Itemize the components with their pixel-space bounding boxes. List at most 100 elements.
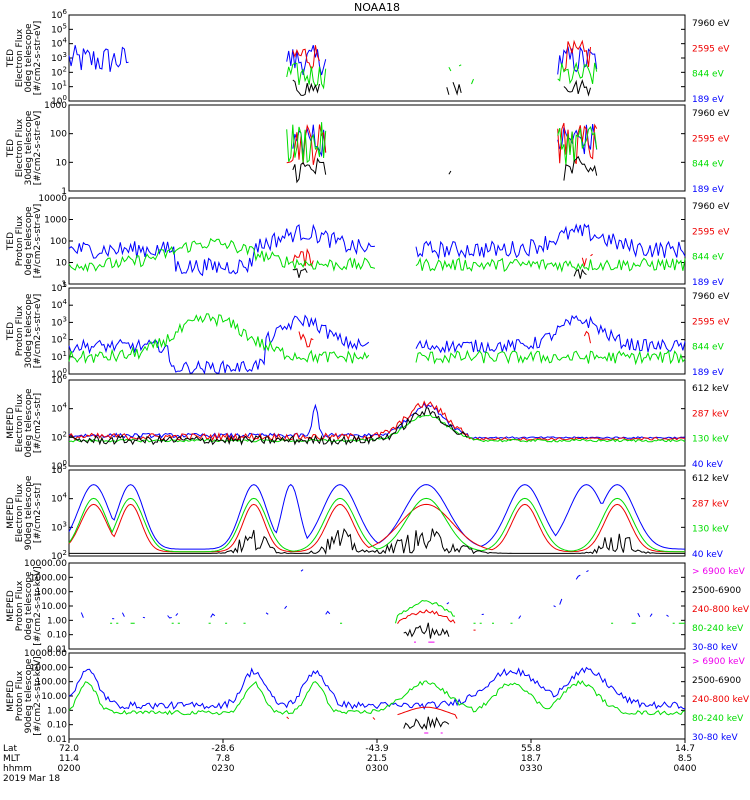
series-7960-ev-trace bbox=[68, 314, 686, 375]
y-axis-label: MEPEDElectron Flux0deg telescope[#/cm2-s… bbox=[6, 388, 43, 458]
legend-entry: 40 keV bbox=[692, 460, 724, 470]
series-2500-6900-trace bbox=[398, 610, 659, 630]
legend-entry: 844 eV bbox=[692, 70, 725, 80]
plot-frame bbox=[68, 197, 686, 285]
legend-entry: 844 eV bbox=[692, 160, 725, 170]
y-tick-label: 104 bbox=[51, 298, 67, 311]
x-tick-label-lat: -43.9 bbox=[365, 744, 389, 754]
series-2595-ev-trace bbox=[298, 330, 591, 348]
y-axis-label: TEDProton Flux0deg telescope[#/cm2-s-str… bbox=[6, 204, 43, 279]
series-2595-ev-trace bbox=[292, 39, 591, 72]
legend-entry: 130 keV bbox=[692, 435, 729, 445]
y-axis-label: MEPEDProton Flux0deg telescope[#/cm2-s-s… bbox=[6, 566, 43, 645]
series-189-ev-trace bbox=[292, 267, 587, 279]
y-tick-label: 100.00 bbox=[36, 678, 68, 688]
legend-entry: > 6900 keV bbox=[692, 657, 746, 667]
y-tick-label: 104 bbox=[51, 37, 67, 50]
y-axis-label: TEDElectron Flux30deg telescope[#/cm2-s-… bbox=[6, 110, 43, 185]
legend-entry: 2500-6900 bbox=[692, 676, 741, 686]
y-tick-label: 10.00 bbox=[41, 692, 67, 702]
panel-7: 10000.00 1000.00 100.00 10.00 1.00 0.10 0.01 ME… bbox=[6, 559, 750, 655]
legend-entry: 130 keV bbox=[692, 525, 729, 535]
y-tick-label: 106 bbox=[51, 8, 67, 21]
series-40-kev-trace bbox=[69, 528, 685, 556]
y-tick-label: 1000 bbox=[44, 101, 67, 111]
plot-frame bbox=[68, 379, 686, 467]
x-tick-label-hhmm: 0330 bbox=[520, 764, 543, 774]
legend-entry: 612 keV bbox=[692, 474, 729, 484]
y-tick-label: 1000.00 bbox=[30, 573, 67, 583]
y-tick-label: 100.00 bbox=[36, 588, 68, 598]
y-tick-label: 102 bbox=[51, 333, 67, 346]
x-row-label: hhmm bbox=[3, 764, 32, 774]
x-tick-label-mlt: 7.8 bbox=[216, 754, 231, 764]
y-tick-label: 1.00 bbox=[47, 616, 67, 626]
x-tick-label-lat: 72.0 bbox=[59, 744, 79, 754]
series-240-800-kev-trace bbox=[110, 599, 685, 624]
x-tick-label-mlt: 18.7 bbox=[521, 754, 541, 764]
y-tick-label: 103 bbox=[51, 51, 67, 64]
series-2595-ev-trace bbox=[293, 250, 597, 266]
x-tick-label-lat: -28.6 bbox=[211, 744, 235, 754]
y-tick-label: 10 bbox=[56, 158, 68, 168]
legend-entry: 2595 eV bbox=[692, 317, 730, 327]
legend-entry: 80-240 keV bbox=[692, 714, 744, 724]
x-tick-label-mlt: 11.4 bbox=[59, 754, 79, 764]
legend-entry: 7960 eV bbox=[692, 19, 730, 29]
legend-entry: 844 eV bbox=[692, 343, 725, 353]
legend-entry: 7960 eV bbox=[692, 109, 730, 119]
plot-frame bbox=[68, 652, 686, 740]
legend-entry: 240-800 keV bbox=[692, 695, 750, 705]
y-tick-label: 103 bbox=[51, 315, 67, 328]
y-tick-label: 100 bbox=[50, 237, 67, 247]
y-tick-label: 0.01 bbox=[47, 735, 67, 745]
legend-entry: 287 keV bbox=[692, 409, 729, 419]
series-80-240-kev-trace bbox=[403, 622, 450, 639]
panel-3: 10000 1000 100 10 1 TEDProton Flux0deg telesc… bbox=[6, 194, 730, 290]
series-844-ev-trace bbox=[68, 313, 686, 366]
y-tick-label: 102 bbox=[51, 430, 67, 443]
legend-entry: 80-240 keV bbox=[692, 624, 744, 634]
x-tick-label-mlt: 21.5 bbox=[367, 754, 387, 764]
y-axis-label: MEPEDElectron Flux90deg telescope[#/cm2-… bbox=[6, 475, 43, 550]
series-80-240-kev-trace bbox=[403, 716, 450, 731]
y-tick-label: 10000.00 bbox=[24, 559, 67, 569]
plot-frame bbox=[68, 287, 686, 375]
series-612-kev-trace bbox=[68, 402, 686, 440]
series--6900-kev-trace bbox=[68, 666, 686, 710]
series-40-kev-trace bbox=[68, 407, 468, 446]
legend-entry: > 6900 keV bbox=[692, 567, 746, 577]
legend-entry: 240-800 keV bbox=[692, 605, 750, 615]
series-844-ev-trace bbox=[68, 237, 686, 273]
legend-entry: 30-80 keV bbox=[692, 643, 738, 653]
panel-8: 10000.00 1000.00 100.00 10.00 1.00 0.10 0.01 ME… bbox=[6, 649, 750, 745]
legend-entry: 40 keV bbox=[692, 550, 724, 560]
x-row-label: 2019 Mar 18 bbox=[3, 774, 60, 784]
x-tick-label-lat: 14.7 bbox=[675, 744, 695, 754]
x-tick-label-hhmm: 0300 bbox=[366, 764, 389, 774]
legend-entry: 189 eV bbox=[692, 185, 725, 195]
legend-entry: 287 keV bbox=[692, 499, 729, 509]
y-axis-label: MEPEDProton Flux90deg telescope[#/cm2-s-… bbox=[6, 656, 43, 735]
y-tick-label: 1 bbox=[61, 187, 67, 197]
legend-entry: 7960 eV bbox=[692, 292, 730, 302]
y-tick-label: 102 bbox=[51, 65, 67, 78]
y-tick-label: 0.10 bbox=[47, 721, 67, 731]
legend-entry: 189 eV bbox=[692, 368, 725, 378]
y-tick-label: 10 bbox=[56, 259, 68, 269]
series-7960-ev-trace bbox=[68, 223, 686, 277]
legend-entry: 2595 eV bbox=[692, 227, 730, 237]
y-tick-label: 101 bbox=[51, 80, 67, 93]
y-tick-label: 0.01 bbox=[47, 645, 67, 655]
y-tick-label: 104 bbox=[51, 402, 67, 415]
panel-2: 1000 100 10 1 TEDElectron Flux30deg telescop… bbox=[6, 101, 730, 197]
series-2595-ev-trace bbox=[286, 122, 598, 166]
series-130-kev-trace bbox=[68, 497, 685, 553]
y-tick-label: 105 bbox=[51, 281, 67, 294]
y-tick-label: 10.00 bbox=[41, 602, 67, 612]
y-tick-label: 105 bbox=[51, 22, 67, 35]
series-7960-ev-trace bbox=[68, 45, 598, 76]
